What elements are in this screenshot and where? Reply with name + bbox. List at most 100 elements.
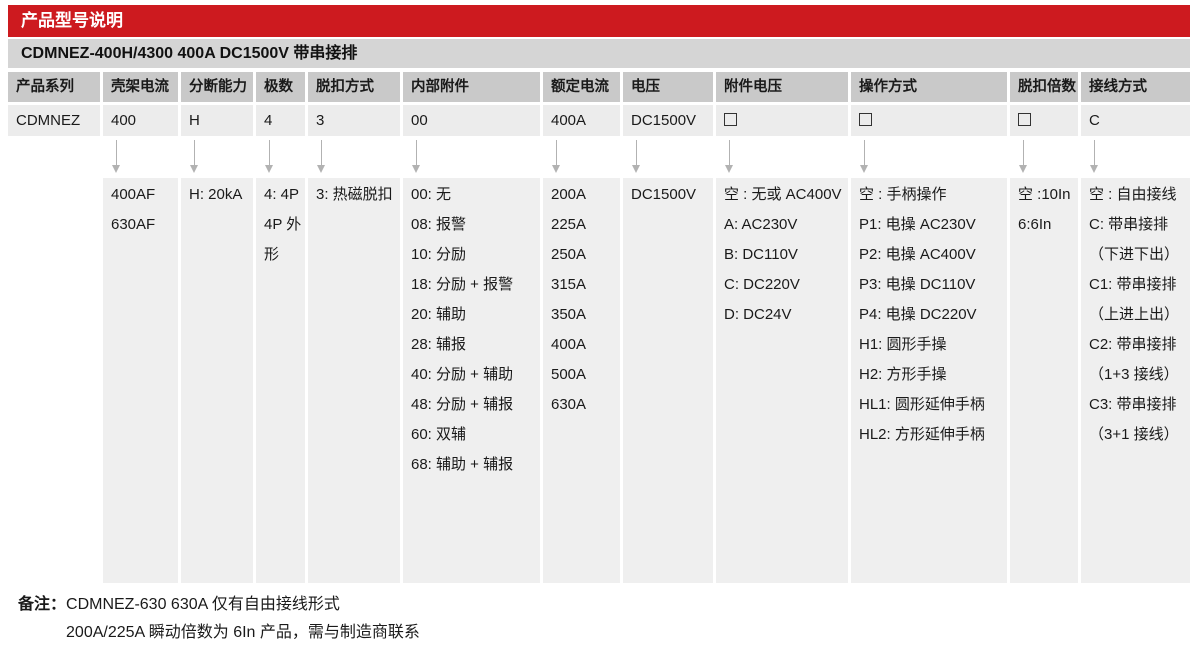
options-box: 空 :10In 6:6In <box>1010 178 1078 583</box>
option-item: H2: 方形手操 <box>859 366 947 383</box>
option-item: 630A <box>551 396 587 413</box>
option-item: 200A <box>551 186 587 203</box>
column-value: C <box>1081 105 1190 136</box>
column-value: DC1500V <box>623 105 713 136</box>
column-8: 电压 DC1500V DC1500V <box>623 72 713 583</box>
option-item: （下进下出） <box>1089 246 1180 263</box>
note-line: 200A/225A 瞬动倍数为 6In 产品，需与制造商联系 <box>66 624 420 641</box>
option-item: 空 : 手柄操作 <box>859 186 947 203</box>
column-value <box>1010 105 1078 136</box>
column-value <box>716 105 848 136</box>
option-item: C: DC220V <box>724 276 800 293</box>
column-header: 接线方式 <box>1081 72 1190 102</box>
option-item: 40: 分励 + 辅助 <box>411 366 514 383</box>
column-header: 附件电压 <box>716 72 848 102</box>
option-item: （上进上出） <box>1089 306 1180 323</box>
column-header: 操作方式 <box>851 72 1007 102</box>
option-item: 350A <box>551 306 587 323</box>
column-1: 产品系列 CDMNEZ <box>8 72 100 136</box>
column-2: 壳架电流 400 400AF 630AF <box>103 72 178 583</box>
options-box: 4: 4P 4P 外形 <box>256 178 305 583</box>
notes-lines: CDMNEZ-630 630A 仅有自由接线形式 200A/225A 瞬动倍数为… <box>66 591 420 647</box>
option-item: 20: 辅助 <box>411 306 467 323</box>
option-item: 400A <box>551 336 587 353</box>
options-box: 空 : 自由接线 C: 带串接排 （下进下出） C1: 带串接排 （上进上出） C2: 带… <box>1081 178 1190 583</box>
arrow-zone <box>623 136 713 178</box>
arrow-zone <box>543 136 620 178</box>
checkbox-placeholder <box>724 113 737 127</box>
down-arrow-icon <box>725 140 734 173</box>
down-arrow-icon <box>552 140 561 173</box>
down-arrow-icon <box>265 140 274 173</box>
option-item: 68: 辅助 + 辅报 <box>411 456 514 473</box>
column-header: 分断能力 <box>181 72 253 102</box>
arrow-zone <box>103 136 178 178</box>
option-item: B: DC110V <box>724 246 798 263</box>
column-value: 00 <box>403 105 540 136</box>
option-item: 00: 无 <box>411 186 452 203</box>
option-item: D: DC24V <box>724 306 792 323</box>
column-header: 脱扣方式 <box>308 72 400 102</box>
option-item: P2: 电操 AC400V <box>859 246 976 263</box>
option-item: 10: 分励 <box>411 246 467 263</box>
option-item: 3: 热磁脱扣 <box>316 186 393 203</box>
option-item: C1: 带串接排 <box>1089 276 1177 293</box>
down-arrow-icon <box>112 140 121 173</box>
options-box: 空 : 手柄操作 P1: 电操 AC230V P2: 电操 AC400V P3: 电操… <box>851 178 1007 583</box>
model-subtitle: CDMNEZ-400H/4300 400A DC1500V 带串接排 <box>8 39 1190 68</box>
sheet-content: 产品型号说明 CDMNEZ-400H/4300 400A DC1500V 带串接… <box>8 5 1190 583</box>
option-item: H1: 圆形手操 <box>859 336 947 353</box>
options-box: 00: 无 08: 报警 10: 分励 18: 分励 + 报警 20: 辅助 28: 辅报… <box>403 178 540 583</box>
down-arrow-icon <box>317 140 326 173</box>
down-arrow-icon <box>632 140 641 173</box>
column-9: 附件电压空 : 无或 AC400V A: AC230V B: DC110V C: DC… <box>716 72 848 583</box>
notes-label: 备注： <box>18 596 67 613</box>
option-item: 250A <box>551 246 587 263</box>
arrow-zone <box>181 136 253 178</box>
column-10: 操作方式空 : 手柄操作 P1: 电操 AC230V P2: 电操 AC400V P3… <box>851 72 1007 583</box>
option-item: （3+1 接线） <box>1089 426 1179 443</box>
option-item: P4: 电操 DC220V <box>859 306 977 323</box>
column-3: 分断能力 H H: 20kA <box>181 72 253 583</box>
down-arrow-icon <box>1090 140 1099 173</box>
option-item: HL1: 圆形延伸手柄 <box>859 396 985 413</box>
options-box: 200A 225A 250A 315A 350A 400A 500A 630A <box>543 178 620 583</box>
options-box: 400AF 630AF <box>103 178 178 583</box>
arrow-zone <box>256 136 305 178</box>
option-item: 630AF <box>111 216 156 233</box>
note-line: CDMNEZ-630 630A 仅有自由接线形式 <box>66 596 340 613</box>
option-item: 6:6In <box>1018 216 1052 233</box>
column-header: 脱扣倍数 <box>1010 72 1078 102</box>
option-item: 28: 辅报 <box>411 336 467 353</box>
option-item: H: 20kA <box>189 186 243 203</box>
down-arrow-icon <box>1019 140 1028 173</box>
option-item: 08: 报警 <box>411 216 467 233</box>
column-header: 壳架电流 <box>103 72 178 102</box>
option-item: C: 带串接排 <box>1089 216 1169 233</box>
option-item: 315A <box>551 276 587 293</box>
down-arrow-icon <box>190 140 199 173</box>
option-item: A: AC230V <box>724 216 798 233</box>
options-box: 3: 热磁脱扣 <box>308 178 400 583</box>
model-code-table: 产品系列 CDMNEZ 壳架电流 4 00 400AF 630AF 分断能力 H H: 20kA 极… <box>8 72 1190 583</box>
option-item: 48: 分励 + 辅报 <box>411 396 514 413</box>
column-value: CDMNEZ <box>8 105 100 136</box>
options-box: H: 20kA <box>181 178 253 583</box>
option-item: 4: 4P <box>264 186 300 203</box>
arrow-zone <box>1010 136 1078 178</box>
column-value: 4 <box>256 105 305 136</box>
checkbox-placeholder <box>1018 113 1031 127</box>
options-box: DC1500V <box>623 178 713 583</box>
option-item: 空 : 自由接线 <box>1089 186 1177 203</box>
column-value: H <box>181 105 253 136</box>
option-item: 225A <box>551 216 587 233</box>
arrow-zone <box>403 136 540 178</box>
column-header: 额定电流 <box>543 72 620 102</box>
column-header: 电压 <box>623 72 713 102</box>
column-header: 极数 <box>256 72 305 102</box>
arrow-zone <box>851 136 1007 178</box>
column-header: 内部附件 <box>403 72 540 102</box>
column-6: 内部附件 00 00: 无 08: 报警 10: 分励 18: 分励 + 报警 20: 辅助… <box>403 72 540 583</box>
option-item: （1+3 接线） <box>1089 366 1179 383</box>
option-item: 400AF <box>111 186 156 203</box>
